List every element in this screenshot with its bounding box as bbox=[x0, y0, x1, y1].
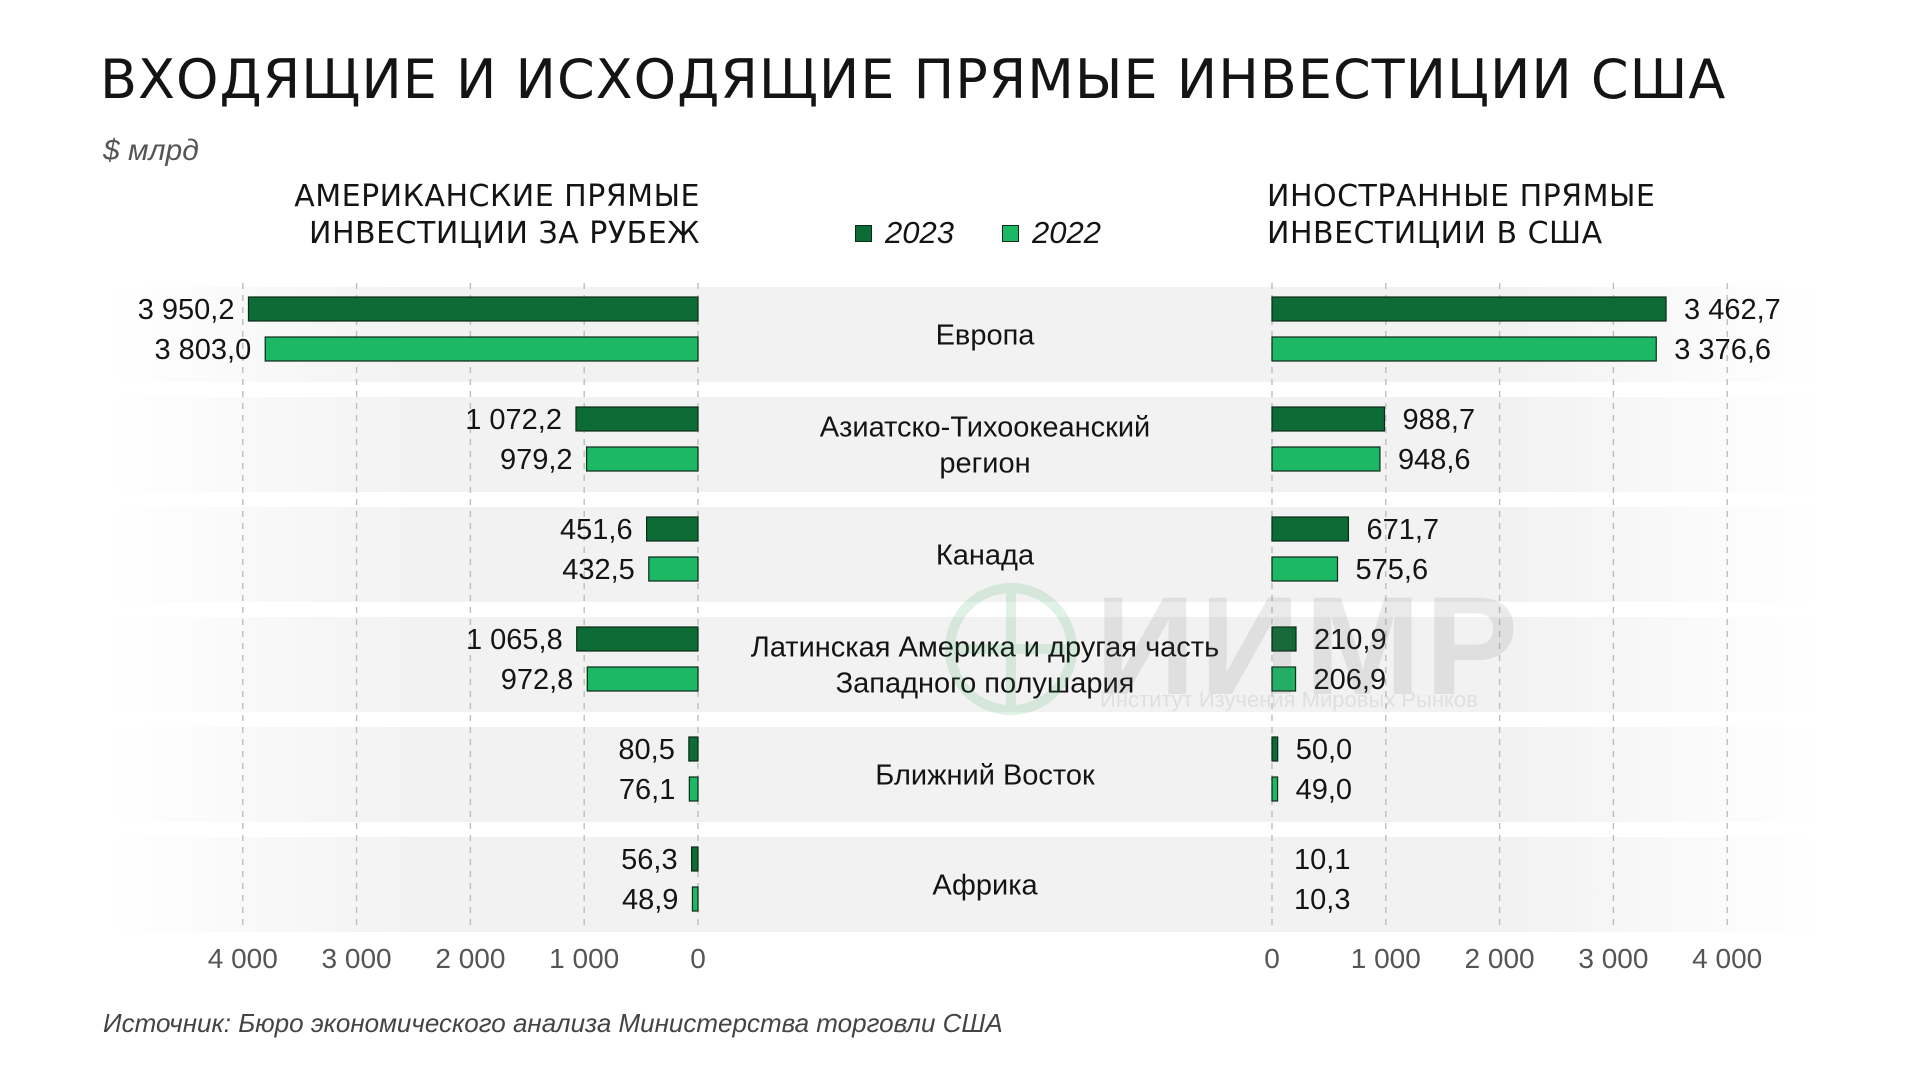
left-value-label: 972,8 bbox=[501, 664, 574, 696]
left-value-label: 1 065,8 bbox=[466, 624, 563, 656]
category-label: Европа bbox=[936, 320, 1036, 352]
right-value-label: 49,0 bbox=[1296, 774, 1352, 806]
right-bar-2022 bbox=[1271, 776, 1279, 802]
left-panel-title: Американские прямые инвестиции за рубеж bbox=[294, 178, 700, 252]
legend-item-2022: 2022 bbox=[1001, 215, 1101, 251]
category-band bbox=[110, 727, 1820, 822]
chart-title: Входящие и исходящие прямые инвестиции С… bbox=[100, 48, 1727, 111]
left-bar-2023 bbox=[690, 846, 699, 872]
left-bar-2022 bbox=[688, 776, 699, 802]
right-panel-title-line-2: инвестиции в США bbox=[1267, 216, 1603, 251]
right-value-label: 10,1 bbox=[1294, 844, 1350, 876]
right-panel-title-line-1: Иностранные прямые bbox=[1267, 179, 1656, 214]
right-value-label: 988,7 bbox=[1403, 404, 1476, 436]
left-value-label: 451,6 bbox=[560, 514, 633, 546]
legend: 2023 2022 bbox=[855, 215, 1101, 251]
left-bar-2022 bbox=[691, 886, 699, 912]
left-bar-2022 bbox=[585, 446, 699, 472]
right-bar-2022 bbox=[1271, 666, 1297, 692]
right-bar-2023 bbox=[1271, 736, 1279, 762]
right-tick-label: 3 000 bbox=[1578, 943, 1648, 974]
left-value-label: 1 072,2 bbox=[465, 404, 562, 436]
left-panel-title-line-2: инвестиции за рубеж bbox=[309, 216, 700, 251]
unit-label: $ млрд bbox=[103, 134, 199, 167]
right-bar-2023 bbox=[1271, 516, 1350, 542]
left-tick-label: 0 bbox=[690, 943, 706, 974]
left-tick-label: 3 000 bbox=[322, 943, 392, 974]
right-value-label: 671,7 bbox=[1366, 514, 1439, 546]
left-value-label: 56,3 bbox=[621, 844, 677, 876]
legend-swatch-2023 bbox=[855, 224, 872, 242]
right-tick-label: 1 000 bbox=[1351, 943, 1421, 974]
category-label: Латинская Америка и другая часть bbox=[751, 632, 1219, 664]
right-value-label: 3 462,7 bbox=[1684, 294, 1781, 326]
right-panel-title: Иностранные прямые инвестиции в США bbox=[1267, 178, 1655, 252]
left-tick-label: 2 000 bbox=[435, 943, 505, 974]
left-bar-2023 bbox=[646, 516, 699, 542]
category-band bbox=[110, 617, 1820, 712]
left-tick-label: 1 000 bbox=[549, 943, 619, 974]
category-label: Африка bbox=[932, 870, 1038, 902]
right-tick-label: 2 000 bbox=[1465, 943, 1535, 974]
left-value-label: 979,2 bbox=[500, 444, 573, 476]
right-value-label: 206,9 bbox=[1314, 664, 1387, 696]
right-bar-2023 bbox=[1271, 296, 1667, 322]
right-tick-label: 0 bbox=[1264, 943, 1280, 974]
source-note: Источник: Бюро экономического анализа Ми… bbox=[103, 1008, 1003, 1038]
left-value-label: 80,5 bbox=[618, 734, 674, 766]
left-bar-2023 bbox=[575, 406, 699, 432]
left-value-label: 3 803,0 bbox=[154, 334, 251, 366]
left-bar-2023 bbox=[688, 736, 699, 762]
category-label: регион bbox=[939, 448, 1030, 480]
right-value-label: 575,6 bbox=[1356, 554, 1429, 586]
left-bar-2023 bbox=[576, 626, 699, 652]
category-label: Западного полушария bbox=[836, 668, 1135, 700]
legend-label-2023: 2023 bbox=[885, 215, 954, 250]
right-bar-2022 bbox=[1271, 556, 1339, 582]
left-value-label: 76,1 bbox=[619, 774, 675, 806]
legend-label-2022: 2022 bbox=[1031, 215, 1101, 250]
left-bar-2023 bbox=[247, 296, 699, 322]
left-panel-title-line-1: Американские прямые bbox=[294, 179, 700, 214]
category-label: Азиатско-Тихоокеанский bbox=[820, 412, 1151, 444]
left-bar-2022 bbox=[264, 336, 699, 362]
left-value-label: 3 950,2 bbox=[138, 294, 235, 326]
right-bar-2022 bbox=[1271, 446, 1381, 472]
right-bar-2023 bbox=[1271, 626, 1297, 652]
right-value-label: 50,0 bbox=[1296, 734, 1352, 766]
left-bar-2022 bbox=[648, 556, 699, 582]
left-tick-label: 4 000 bbox=[208, 943, 278, 974]
right-value-label: 210,9 bbox=[1314, 624, 1387, 656]
category-band bbox=[110, 837, 1820, 932]
category-band bbox=[110, 507, 1820, 602]
right-tick-label: 4 000 bbox=[1692, 943, 1762, 974]
left-value-label: 48,9 bbox=[622, 884, 678, 916]
right-value-label: 3 376,6 bbox=[1674, 334, 1771, 366]
left-value-label: 432,5 bbox=[562, 554, 635, 586]
category-label: Ближний Восток bbox=[875, 760, 1095, 792]
right-value-label: 948,6 bbox=[1398, 444, 1471, 476]
left-bar-2022 bbox=[586, 666, 699, 692]
category-band bbox=[110, 397, 1820, 492]
right-bar-2022 bbox=[1271, 336, 1657, 362]
legend-swatch-2022 bbox=[1001, 224, 1019, 242]
legend-item-2023: 2023 bbox=[855, 215, 954, 251]
right-bar-2023 bbox=[1271, 406, 1386, 432]
category-label: Канада bbox=[936, 540, 1035, 572]
right-value-label: 10,3 bbox=[1294, 884, 1350, 916]
